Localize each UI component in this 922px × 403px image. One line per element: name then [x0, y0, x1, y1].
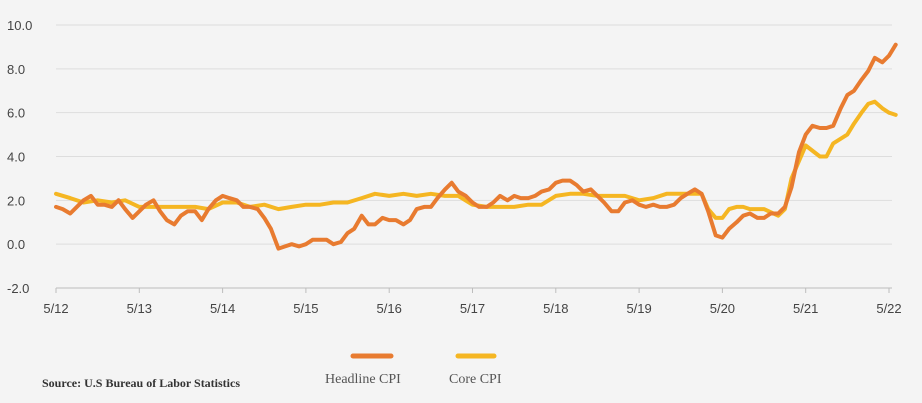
x-tick-label: 5/18	[543, 301, 568, 316]
x-tick-label: 5/15	[293, 301, 318, 316]
x-tick-label: 5/20	[710, 301, 735, 316]
x-tick-label: 5/12	[43, 301, 68, 316]
y-tick-label: 0.0	[7, 237, 25, 252]
y-tick-label: 2.0	[7, 193, 25, 208]
y-tick-label: -2.0	[7, 281, 29, 296]
x-tick-label: 5/21	[793, 301, 818, 316]
grid-lines	[56, 24, 892, 289]
series-lines	[54, 42, 898, 251]
series-line-core-cpi	[54, 99, 898, 220]
legend: Headline CPI Core CPI	[325, 353, 502, 387]
x-tick-label: 5/19	[626, 301, 651, 316]
x-axis: 5/12 5/13 5/14 5/15 5/16 5/17 5/18 5/19 5/20 5/21…	[43, 287, 902, 316]
legend-label-headline-cpi: Headline CPI	[325, 372, 401, 387]
y-tick-label: 4.0	[7, 150, 25, 165]
source-note: Source: U.S Bureau of Labor Statistics	[42, 376, 240, 390]
x-tick-label: 5/13	[127, 301, 152, 316]
y-tick-label: 10.0	[7, 18, 32, 33]
x-tick-label: 5/17	[460, 301, 485, 316]
legend-label-core-cpi: Core CPI	[449, 372, 502, 387]
y-tick-label: 6.0	[7, 106, 25, 121]
y-axis-labels: 10.0 8.0 6.0 4.0 2.0 0.0 -2.0	[7, 18, 32, 296]
x-tick-label: 5/22	[876, 301, 901, 316]
series-line-headline-cpi	[54, 42, 898, 251]
x-tick-label: 5/16	[377, 301, 402, 316]
y-tick-label: 8.0	[7, 62, 25, 77]
x-tick-label: 5/14	[210, 301, 235, 316]
